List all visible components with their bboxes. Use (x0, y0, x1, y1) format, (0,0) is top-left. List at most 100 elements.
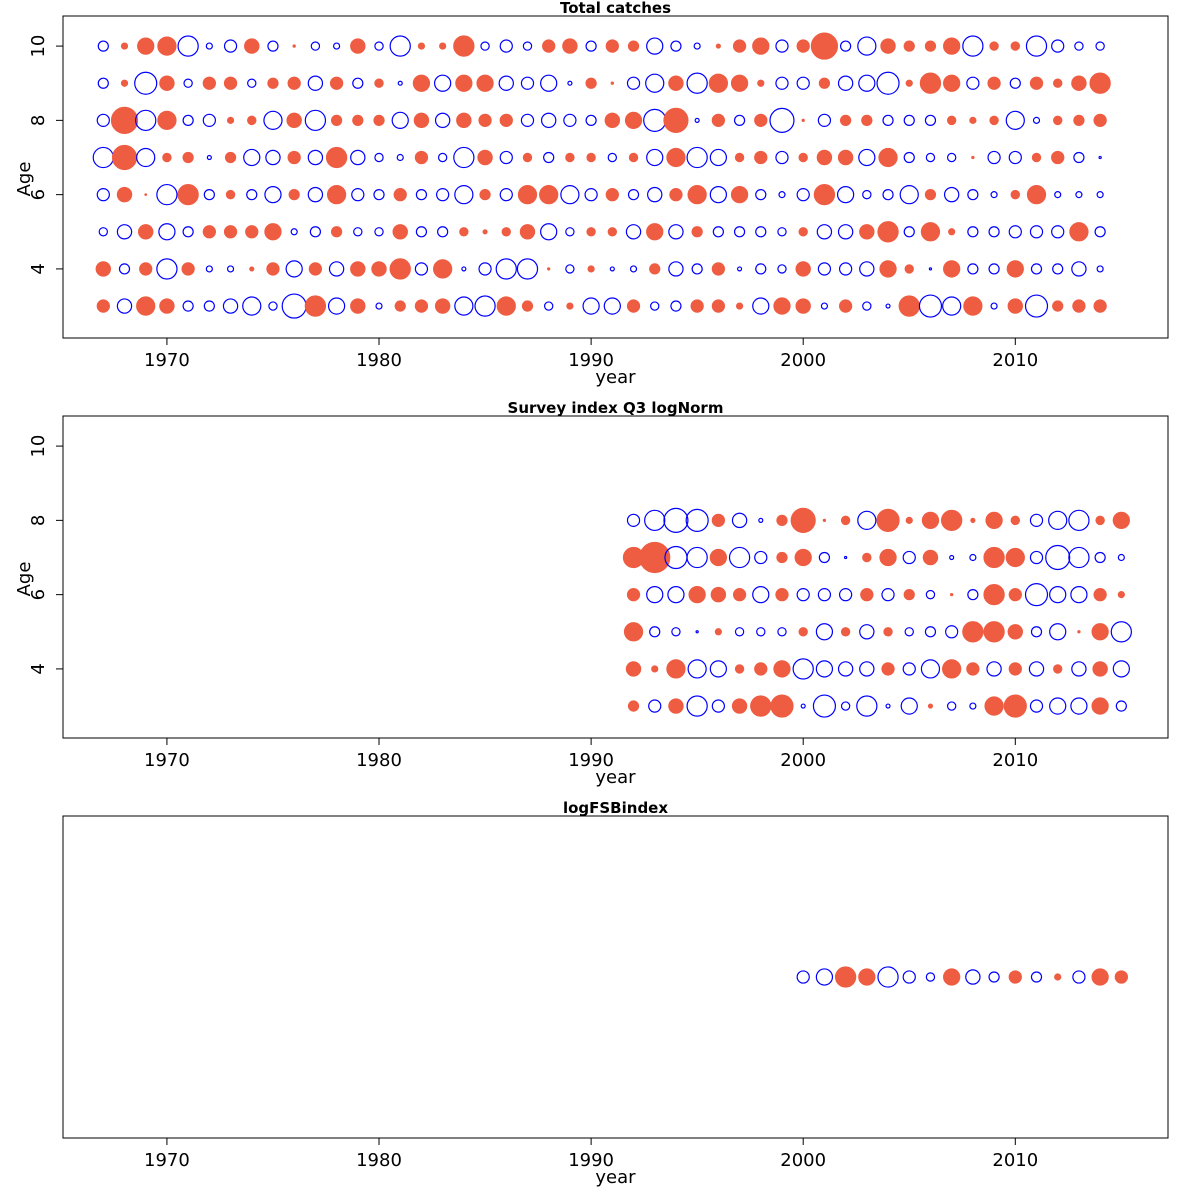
positive-residual (941, 509, 963, 532)
negative-residual (777, 264, 787, 274)
negative-residual (818, 551, 831, 564)
positive-residual (732, 587, 747, 602)
negative-residual (182, 226, 194, 238)
negative-residual (728, 546, 751, 569)
positive-residual (96, 299, 110, 313)
negative-residual (882, 189, 894, 201)
positive-residual (710, 586, 727, 603)
negative-residual (263, 110, 283, 130)
positive-residual (837, 149, 854, 166)
negative-residual (607, 152, 618, 163)
positive-residual (517, 185, 538, 205)
positive-residual (287, 76, 301, 90)
positive-residual (519, 224, 536, 240)
positive-residual (144, 193, 148, 196)
positive-residual (818, 77, 831, 89)
negative-residual (437, 226, 449, 238)
positive-residual (750, 695, 772, 717)
negative-residual (246, 189, 258, 201)
positive-residual (773, 297, 791, 315)
negative-residual (1008, 225, 1022, 239)
y-tick-label: 6 (28, 589, 49, 600)
positive-residual (226, 116, 235, 124)
positive-residual (476, 74, 494, 92)
positive-residual (562, 38, 578, 54)
negative-residual (1025, 35, 1048, 57)
negative-residual (435, 187, 450, 202)
negative-residual (902, 550, 916, 565)
y-axis-label: Age (14, 162, 35, 197)
negative-residual (203, 300, 215, 312)
negative-residual (373, 189, 385, 201)
positive-residual (943, 37, 961, 55)
negative-residual (478, 262, 492, 276)
negative-residual (414, 262, 429, 276)
negative-residual (118, 263, 131, 275)
negative-residual (495, 258, 517, 280)
negative-residual (415, 226, 428, 238)
negative-residual (543, 151, 555, 164)
negative-residual (116, 298, 133, 314)
negative-residual (415, 189, 428, 201)
positive-residual (1008, 970, 1022, 984)
y-tick-label: 8 (28, 515, 49, 526)
negative-residual (397, 80, 403, 86)
positive-residual (970, 517, 976, 523)
negative-residual (962, 35, 984, 57)
negative-residual (522, 41, 533, 51)
negative-residual (480, 41, 490, 51)
negative-residual (755, 189, 767, 201)
negative-residual (375, 302, 383, 310)
negative-residual (815, 968, 834, 986)
positive-residual (266, 262, 280, 276)
positive-residual (666, 659, 686, 679)
negative-residual (1045, 544, 1071, 571)
positive-residual (1093, 299, 1107, 313)
negative-residual (859, 624, 875, 640)
negative-residual (815, 660, 834, 678)
positive-residual (971, 155, 975, 160)
positive-residual (966, 662, 980, 676)
negative-residual (646, 585, 664, 604)
positive-residual (903, 40, 915, 52)
negative-residual (734, 627, 745, 637)
negative-residual (903, 226, 915, 238)
negative-residual (775, 39, 789, 53)
positive-residual (840, 627, 851, 637)
negative-residual (290, 228, 298, 236)
positive-residual (639, 541, 671, 574)
negative-residual (461, 266, 467, 272)
negative-residual (434, 74, 452, 92)
positive-residual (754, 150, 768, 165)
positive-residual (371, 261, 387, 277)
positive-residual (989, 115, 999, 126)
negative-residual (902, 970, 916, 984)
negative-residual (567, 80, 573, 86)
positive-residual (628, 152, 639, 163)
negative-residual (990, 191, 998, 199)
positive-residual (1117, 591, 1125, 599)
negative-residual (1032, 116, 1041, 124)
panel: Survey index Q3 logNorm 1970 1980 1990 2000 2… (14, 399, 1169, 788)
negative-residual (1070, 697, 1088, 715)
positive-residual (522, 152, 533, 163)
negative-residual (474, 295, 496, 317)
negative-residual (943, 186, 960, 203)
positive-residual (735, 302, 744, 310)
positive-residual (627, 700, 640, 712)
negative-residual (307, 149, 324, 166)
positive-residual (898, 295, 920, 317)
positive-residual (924, 189, 937, 201)
positive-residual (714, 628, 722, 636)
positive-residual (223, 76, 238, 90)
positive-residual (921, 511, 940, 530)
positive-residual (412, 74, 431, 92)
positive-residual (646, 223, 664, 241)
negative-residual (1115, 700, 1127, 712)
positive-residual (330, 114, 343, 126)
positive-residual (795, 298, 811, 314)
positive-residual (1114, 970, 1128, 984)
positive-residual (1051, 150, 1065, 165)
negative-residual (775, 76, 789, 90)
negative-residual (988, 226, 1000, 238)
